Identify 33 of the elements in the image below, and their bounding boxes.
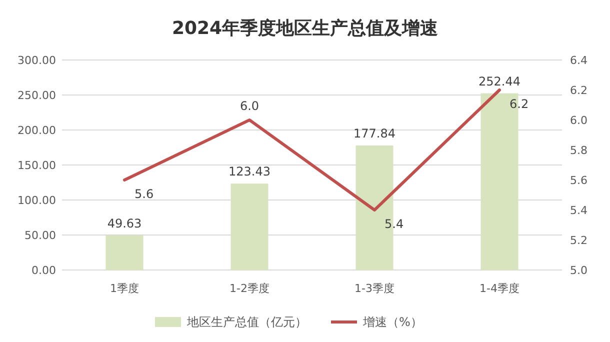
y2-tick-label: 6.0 [570, 114, 588, 127]
x-tick-label: 1-3季度 [354, 282, 394, 295]
data-label: 5.4 [384, 217, 404, 231]
y-tick-label: 200.00 [18, 124, 56, 137]
y-tick-label: 300.00 [18, 54, 56, 67]
legend-label: 增速（%） [362, 315, 422, 329]
data-label: 177.84 [354, 126, 396, 141]
y2-tick-label: 5.2 [570, 234, 588, 247]
line-series [123, 88, 501, 212]
legend-label: 地区生产总值（亿元） [186, 315, 307, 329]
bar [106, 235, 144, 270]
data-label: 5.6 [134, 187, 154, 201]
x-tick-label: 1季度 [110, 282, 139, 295]
data-label: 123.43 [228, 164, 270, 179]
chart-title: 2024年季度地区生产总值及增速 [172, 18, 438, 39]
y2-tick-label: 5.0 [570, 264, 588, 277]
data-label: 252.44 [478, 74, 520, 88]
data-label: 6.2 [510, 97, 529, 111]
y-tick-label: 150.00 [18, 159, 56, 172]
y-tick-label: 100.00 [18, 194, 56, 207]
data-label: 6.0 [240, 99, 260, 113]
bar [230, 184, 268, 270]
y2-tick-label: 6.4 [570, 54, 588, 67]
y-tick-label: 250.00 [18, 89, 56, 102]
y2-tick-label: 6.2 [570, 84, 588, 97]
y2-tick-label: 5.4 [570, 204, 588, 217]
x-tick-label: 1-4季度 [480, 282, 520, 295]
data-label: 49.63 [107, 216, 142, 230]
y-tick-label: 50.00 [24, 229, 56, 242]
y2-tick-label: 5.8 [570, 144, 588, 157]
y-tick-label: 0.00 [32, 264, 56, 277]
x-tick-label: 1-2季度 [230, 282, 270, 295]
y2-tick-label: 5.6 [570, 174, 588, 187]
